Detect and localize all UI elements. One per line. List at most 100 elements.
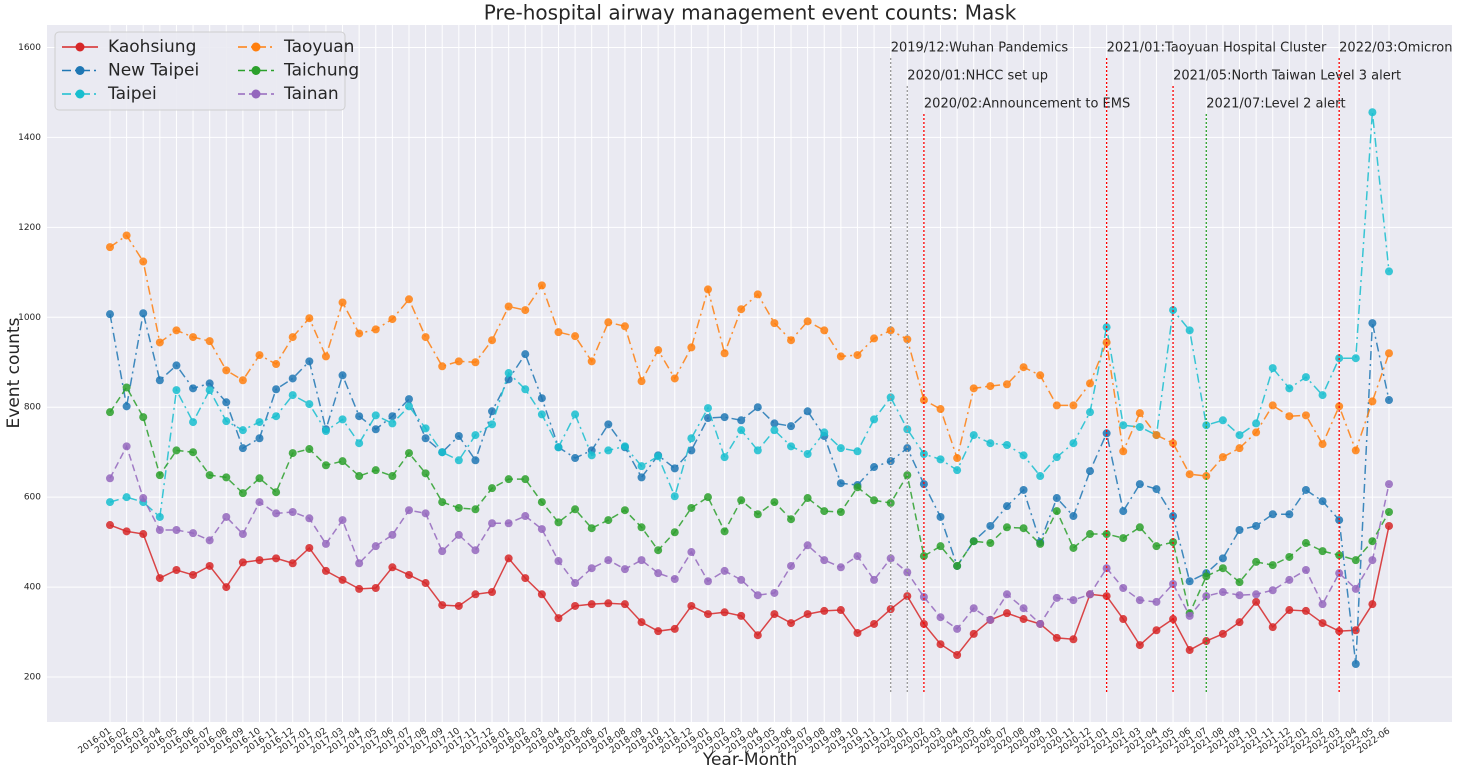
data-point	[1351, 626, 1360, 635]
data-point	[521, 350, 530, 359]
data-point	[189, 529, 198, 538]
data-point	[571, 579, 580, 588]
data-point	[571, 410, 580, 419]
data-point	[521, 306, 530, 315]
data-point	[787, 561, 796, 570]
data-point	[1019, 604, 1028, 613]
annotation-label: 2019/12:Wuhan Pandemics	[891, 41, 1069, 56]
data-point	[421, 424, 430, 433]
data-point	[255, 498, 264, 507]
data-point	[870, 496, 879, 505]
data-point	[1152, 626, 1161, 635]
data-point	[1318, 600, 1327, 609]
data-point	[1169, 512, 1178, 521]
data-point	[1285, 510, 1294, 519]
data-point	[371, 583, 380, 592]
data-point	[753, 631, 762, 640]
data-point	[371, 425, 380, 434]
data-point	[1052, 453, 1061, 462]
data-point	[388, 419, 397, 428]
data-point	[587, 451, 596, 460]
data-point	[1102, 429, 1111, 438]
data-point	[1052, 507, 1061, 516]
data-point	[1052, 401, 1061, 410]
data-point	[1185, 326, 1194, 335]
legend-label: Kaohsiung	[108, 37, 196, 57]
data-point	[1135, 409, 1144, 418]
data-point	[1086, 467, 1095, 476]
data-point	[537, 281, 546, 290]
data-point	[106, 474, 114, 483]
data-point	[554, 443, 563, 452]
data-point	[670, 492, 679, 501]
data-point	[604, 446, 613, 455]
data-point	[189, 448, 198, 457]
data-point	[654, 546, 663, 555]
y-tick-label: 1400	[18, 133, 41, 143]
data-point	[1218, 453, 1227, 462]
data-point	[1019, 451, 1028, 460]
annotation-label: 2020/02:Announcement to EMS	[924, 97, 1130, 112]
data-point	[421, 509, 430, 518]
data-point	[404, 395, 413, 404]
data-point	[687, 434, 696, 443]
data-point	[1368, 108, 1377, 117]
data-point	[787, 619, 796, 628]
data-point	[1119, 583, 1128, 592]
data-point	[787, 336, 796, 345]
data-point	[1119, 534, 1128, 543]
data-point	[338, 371, 347, 380]
data-point	[1152, 431, 1161, 440]
data-point	[139, 309, 148, 318]
data-point	[504, 302, 513, 311]
data-point	[1036, 472, 1045, 481]
data-point	[903, 444, 912, 453]
data-point	[404, 449, 413, 458]
data-point	[620, 322, 629, 331]
data-point	[1335, 516, 1344, 525]
data-point	[770, 610, 779, 619]
data-point	[122, 231, 131, 240]
data-point	[421, 469, 430, 478]
data-point	[537, 590, 546, 599]
data-point	[1368, 397, 1377, 406]
data-point	[870, 463, 879, 472]
data-point	[404, 570, 413, 579]
data-point	[936, 640, 945, 649]
data-point	[288, 391, 297, 400]
data-point	[471, 546, 480, 555]
data-point	[803, 407, 812, 416]
data-point	[1385, 349, 1393, 358]
data-point	[1252, 428, 1261, 437]
data-point	[255, 351, 264, 360]
annotation-label: 2021/07:Level 2 alert	[1206, 97, 1345, 112]
data-point	[1235, 591, 1244, 600]
data-point	[106, 498, 114, 507]
chart-title: Pre-hospital airway management event cou…	[484, 1, 1017, 25]
data-point	[720, 608, 729, 617]
data-point	[1185, 646, 1194, 655]
data-point	[703, 404, 712, 413]
data-point	[820, 428, 829, 437]
y-axis-label: Event counts	[4, 317, 24, 428]
data-point	[272, 488, 281, 497]
data-point	[737, 575, 746, 584]
data-point	[139, 530, 148, 539]
data-point	[1202, 472, 1211, 481]
data-point	[753, 403, 762, 412]
data-point	[1119, 615, 1128, 624]
data-point	[1202, 572, 1211, 581]
data-point	[1152, 597, 1161, 606]
data-point	[620, 442, 629, 451]
data-point	[654, 452, 663, 461]
data-point	[438, 601, 447, 610]
data-point	[537, 498, 546, 507]
data-point	[139, 257, 148, 266]
data-point	[969, 604, 978, 613]
data-point	[272, 412, 281, 421]
data-point	[1351, 354, 1360, 363]
data-point	[1318, 619, 1327, 628]
data-point	[604, 420, 613, 429]
data-point	[288, 508, 297, 517]
data-point	[321, 539, 330, 548]
